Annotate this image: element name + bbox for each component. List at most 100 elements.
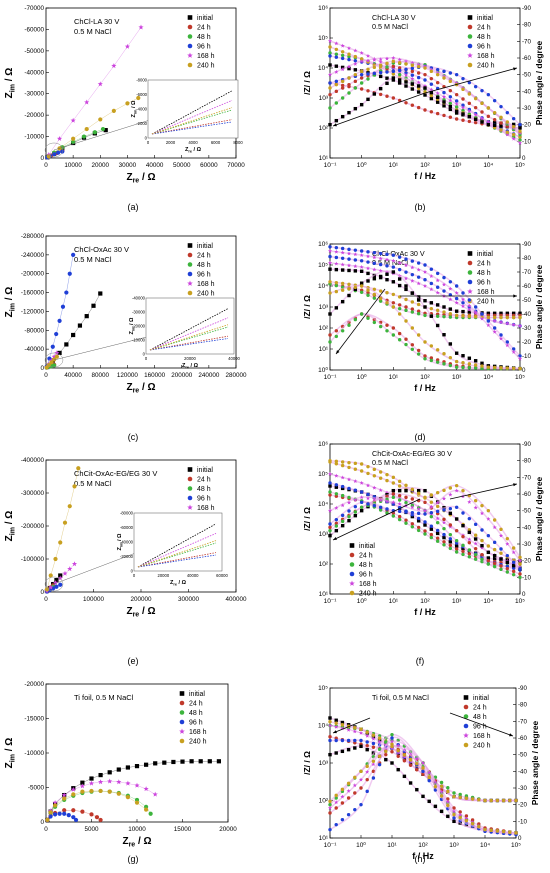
legend-marker-a-0 xyxy=(187,15,193,20)
phase-point-h-3-3 xyxy=(346,812,351,817)
inset-x-tick-a-2: 4000 xyxy=(188,140,198,145)
phase-point-d-5-2 xyxy=(340,288,345,292)
data-point-g-4-6 xyxy=(88,780,95,786)
data-point-a-0-6 xyxy=(103,128,108,133)
phase-point-d-3-4 xyxy=(353,248,358,252)
caption-h: (h) xyxy=(415,854,426,864)
inset-series-c-4 xyxy=(149,317,229,351)
legend-label-f-4: 168 h xyxy=(359,581,377,588)
y-tick-label-h-1: 10² xyxy=(319,798,329,805)
r-tick-label-b-4: -40 xyxy=(522,88,532,95)
impedance-point-f-0-2 xyxy=(340,486,345,491)
phase-point-h-0-13 xyxy=(408,781,413,785)
impedance-point-h-4-4 xyxy=(352,729,357,734)
phase-point-f-0-11 xyxy=(397,488,402,493)
impedance-point-b-2-2 xyxy=(340,53,345,58)
phase-point-d-1-0 xyxy=(328,333,332,337)
phase-point-f-4-10 xyxy=(391,500,396,505)
impedance-point-f-0-25 xyxy=(486,556,491,560)
phase-point-d-3-28 xyxy=(505,340,510,344)
phase-point-b-5-18 xyxy=(442,76,446,80)
phase-point-f-4-23 xyxy=(473,505,478,510)
phase-point-d-5-11 xyxy=(397,312,402,316)
impedance-point-f-2-15 xyxy=(423,532,427,536)
impedance-point-f-2-1 xyxy=(334,492,339,496)
phase-point-h-3-4 xyxy=(353,807,357,812)
y-right-axis-label-b: Phase angle / degree xyxy=(534,40,544,125)
phase-point-f-5-30 xyxy=(518,555,522,560)
impedance-point-f-0-15 xyxy=(423,523,427,527)
phase-point-b-0-22 xyxy=(467,114,472,119)
impedance-point-f-5-6 xyxy=(366,471,370,476)
phase-point-f-5-19 xyxy=(448,486,453,490)
phase-point-b-1-21 xyxy=(461,97,465,101)
impedance-point-b-1-6 xyxy=(366,89,370,93)
x-tick-label-b-6: 10⁵ xyxy=(515,162,525,169)
phase-point-d-5-17 xyxy=(435,348,440,352)
phase-point-b-5-24 xyxy=(480,101,484,106)
data-point-c-3-7 xyxy=(67,271,72,276)
phase-point-d-3-2 xyxy=(340,246,345,251)
x-tick-label-e-4: 400000 xyxy=(225,596,247,603)
phase-point-b-1-27 xyxy=(499,121,503,125)
phase-point-f-3-28 xyxy=(505,553,510,558)
r-tick-label-b-8: -80 xyxy=(522,22,532,29)
phase-point-d-3-21 xyxy=(461,291,465,295)
phase-point-d-5-9 xyxy=(385,301,389,305)
y-tick-label-h-3: 10⁴ xyxy=(318,723,328,730)
impedance-point-d-0-4 xyxy=(353,269,358,273)
phase-point-h-5-24 xyxy=(477,824,481,829)
data-point-g-4-8 xyxy=(107,778,113,784)
axis-arrowhead-d-1 xyxy=(513,294,517,298)
impedance-point-f-1-14 xyxy=(416,525,421,530)
data-point-g-0-17 xyxy=(189,759,194,764)
data-point-g-1-7 xyxy=(94,815,100,820)
phase-point-d-3-19 xyxy=(448,280,453,284)
impedance-point-d-5-14 xyxy=(416,302,421,307)
phase-point-h-3-7 xyxy=(371,776,376,780)
x-tick-label-g-4: 20000 xyxy=(219,826,237,833)
phase-point-d-5-10 xyxy=(391,305,396,309)
impedance-point-b-5-29 xyxy=(511,132,516,137)
y-axis-label-a: Zim / Ω xyxy=(4,68,17,99)
phase-point-f-5-29 xyxy=(511,546,516,550)
y-axis-label-g-text: Zim / Ω xyxy=(4,738,17,769)
phase-point-h-4-14 xyxy=(414,756,419,761)
impedance-point-b-0-1 xyxy=(334,64,339,68)
legend-label-g-2: 48 h xyxy=(189,710,203,717)
phase-point-b-1-2 xyxy=(340,86,345,90)
data-point-c-0-3 xyxy=(64,342,69,347)
x-tick-label-d-1: 10⁰ xyxy=(357,373,367,381)
annotation-f-1: 0.5 M NaCl xyxy=(372,458,408,467)
phase-point-f-5-8 xyxy=(378,470,383,474)
data-point-g-5-2 xyxy=(53,803,58,808)
phase-point-d-4-2 xyxy=(340,250,345,255)
phase-point-d-0-7 xyxy=(372,277,377,281)
phase-point-f-1-15 xyxy=(423,500,427,505)
y-axis-label-c-text: Zim / Ω xyxy=(4,287,17,318)
y-tick-label-a-7: -70000 xyxy=(24,5,44,12)
phase-point-f-3-25 xyxy=(486,533,491,538)
impedance-point-b-4-16 xyxy=(429,87,434,92)
phase-point-h-5-29 xyxy=(508,830,512,835)
impedance-point-h-4-12 xyxy=(402,754,407,759)
impedance-point-b-0-10 xyxy=(391,78,396,82)
data-point-c-0-7 xyxy=(91,303,96,308)
impedance-point-b-4-12 xyxy=(403,72,409,77)
phase-point-b-5-2 xyxy=(340,79,345,84)
legend-label-b-2: 48 h xyxy=(477,34,491,41)
phase-point-h-5-4 xyxy=(353,775,357,780)
phase-point-h-5-19 xyxy=(446,803,450,808)
phase-point-f-3-7 xyxy=(372,503,377,508)
inset-y-label-e: Zim / Ω xyxy=(117,533,123,550)
data-point-g-0-18 xyxy=(198,759,203,764)
data-point-a-4-7 xyxy=(138,24,144,30)
phase-point-h-5-0 xyxy=(328,799,332,804)
phase-point-b-0-10 xyxy=(391,76,396,80)
phase-fit-h-0 xyxy=(329,745,517,834)
phase-point-d-4-27 xyxy=(498,336,504,341)
legend-marker-a-2 xyxy=(187,34,193,39)
phase-point-f-2-11 xyxy=(397,498,402,502)
impedance-point-f-4-1 xyxy=(334,473,339,478)
x-tick-label-a-2: 20000 xyxy=(92,162,110,169)
